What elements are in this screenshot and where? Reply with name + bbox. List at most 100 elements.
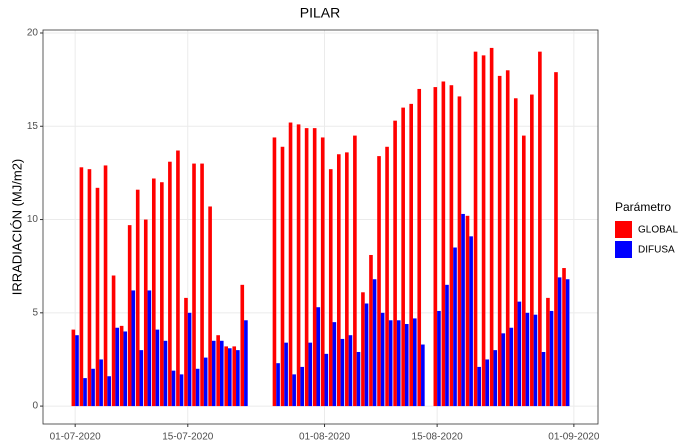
bar	[521, 135, 526, 407]
bar	[155, 329, 160, 407]
legend-key	[615, 241, 632, 258]
bar	[143, 219, 148, 407]
bar	[453, 247, 457, 407]
bar	[83, 378, 87, 407]
bar	[179, 374, 184, 407]
bar	[176, 150, 180, 407]
bar	[312, 128, 317, 407]
bar	[385, 146, 389, 407]
bar	[557, 277, 562, 407]
bar	[380, 312, 385, 407]
bar	[232, 346, 237, 407]
bar	[208, 206, 212, 407]
bar	[445, 284, 449, 407]
x-tick-label: 01-08-2020	[299, 432, 351, 443]
y-tick-label: 20	[27, 28, 39, 39]
bar	[449, 85, 454, 407]
bar	[324, 353, 329, 407]
bar	[562, 268, 566, 407]
bar	[300, 366, 305, 407]
bar	[195, 368, 200, 407]
bar	[284, 342, 288, 407]
bar	[538, 51, 542, 407]
bar	[348, 335, 353, 407]
y-axis-label: IRRADIACIÓN (MJ/m2)	[9, 159, 24, 296]
legend-label: GLOBAL	[638, 225, 678, 236]
bar	[280, 146, 285, 407]
bar	[163, 340, 168, 407]
y-tick-label: 0	[32, 401, 38, 412]
bar	[493, 350, 498, 407]
bar	[497, 75, 502, 407]
bar	[473, 51, 478, 407]
bar	[71, 329, 76, 407]
bar	[421, 344, 425, 407]
bar	[517, 301, 522, 407]
bar	[79, 167, 84, 407]
bar	[123, 331, 128, 407]
bar	[131, 290, 136, 407]
bar	[345, 152, 349, 407]
bar	[216, 335, 220, 407]
bar	[364, 303, 369, 407]
bar	[401, 107, 405, 407]
bar	[404, 324, 409, 407]
panel-border	[42, 29, 599, 425]
bar	[296, 124, 301, 407]
bar	[75, 335, 79, 407]
bar	[168, 161, 172, 407]
bar	[461, 213, 465, 407]
bar	[115, 327, 120, 407]
chart-title: PILAR	[300, 5, 340, 21]
bar	[111, 275, 116, 407]
bar	[433, 87, 438, 407]
bar	[276, 363, 280, 407]
bar	[361, 292, 365, 407]
bar	[546, 297, 550, 407]
bar	[530, 94, 534, 407]
bar	[554, 72, 558, 407]
bar	[377, 156, 381, 407]
bar	[501, 333, 506, 407]
bar	[171, 370, 176, 407]
bar	[211, 340, 216, 407]
bar	[533, 314, 538, 407]
bar	[388, 320, 393, 407]
legend-key	[615, 221, 632, 238]
bar	[91, 368, 95, 407]
bar	[409, 103, 413, 407]
bar	[356, 351, 361, 407]
bar	[353, 135, 357, 407]
bar	[541, 351, 546, 407]
bar	[336, 154, 341, 407]
bar	[203, 357, 208, 407]
bar	[200, 163, 204, 407]
bar	[441, 81, 446, 407]
legend-label: DIFUSA	[638, 245, 675, 256]
bar	[372, 279, 377, 407]
x-tick-label: 01-07-2020	[50, 432, 102, 443]
bar	[272, 137, 277, 407]
bar	[509, 327, 514, 407]
bar	[187, 312, 192, 407]
bar	[565, 279, 570, 407]
bar	[513, 98, 518, 407]
bar	[485, 359, 490, 407]
bar	[224, 346, 228, 407]
bar	[437, 310, 441, 407]
y-tick-label: 10	[27, 214, 39, 225]
bar	[396, 320, 401, 407]
bar	[244, 320, 248, 407]
bar	[228, 348, 232, 407]
bar	[477, 366, 481, 407]
bar	[505, 70, 510, 407]
bar	[107, 376, 111, 407]
bar	[240, 284, 245, 407]
bar	[87, 169, 92, 407]
bar	[413, 318, 417, 407]
bar	[151, 178, 156, 407]
bar	[95, 187, 100, 407]
bar	[393, 120, 397, 407]
bar	[328, 169, 333, 407]
